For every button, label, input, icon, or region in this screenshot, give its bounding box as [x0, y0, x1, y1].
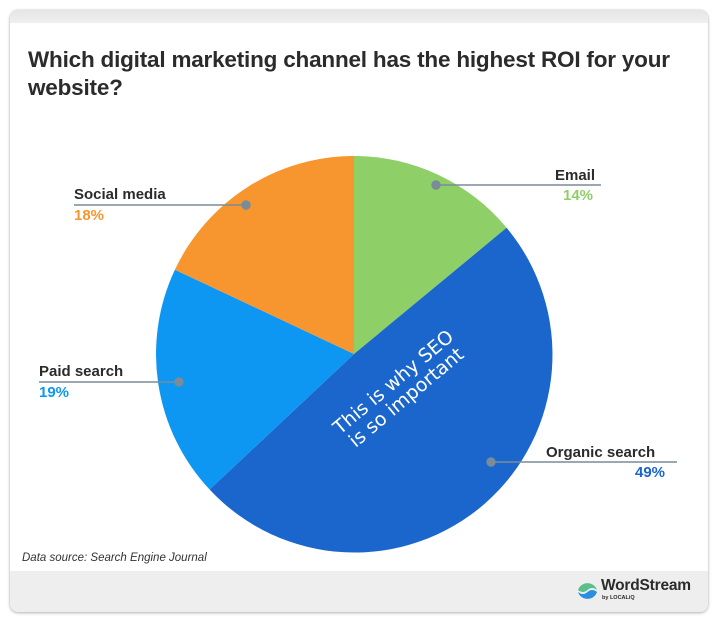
leader-dot-organic	[486, 457, 496, 467]
label-social-media: Social media	[74, 186, 166, 203]
value-paid-search: 19%	[39, 384, 70, 401]
value-organic-search: 49%	[635, 464, 666, 481]
label-paid-search: Paid search	[39, 363, 124, 380]
leader-dot-social	[241, 200, 251, 210]
brand-byline: by LOCALiQ	[602, 595, 635, 601]
slice-organic-search	[209, 227, 553, 553]
value-email: 14%	[563, 187, 594, 204]
slice-email	[354, 156, 507, 354]
slice-social-media	[174, 156, 354, 354]
leader-dot-paid	[174, 377, 184, 387]
leader-dot-email	[431, 180, 441, 190]
slice-paid-search	[156, 269, 354, 490]
wordstream-logo-icon	[578, 583, 597, 599]
brand-name: WordStream	[601, 577, 691, 594]
label-organic-search: Organic search	[546, 444, 656, 461]
chart-title: Which digital marketing channel has the …	[28, 47, 670, 100]
label-email: Email	[555, 167, 596, 184]
data-source-note: Data source: Search Engine Journal	[22, 552, 207, 564]
wordstream-logo: WordStream by LOCALiQ	[578, 577, 698, 608]
card-top-band	[10, 10, 708, 23]
value-social-media: 18%	[74, 207, 105, 224]
